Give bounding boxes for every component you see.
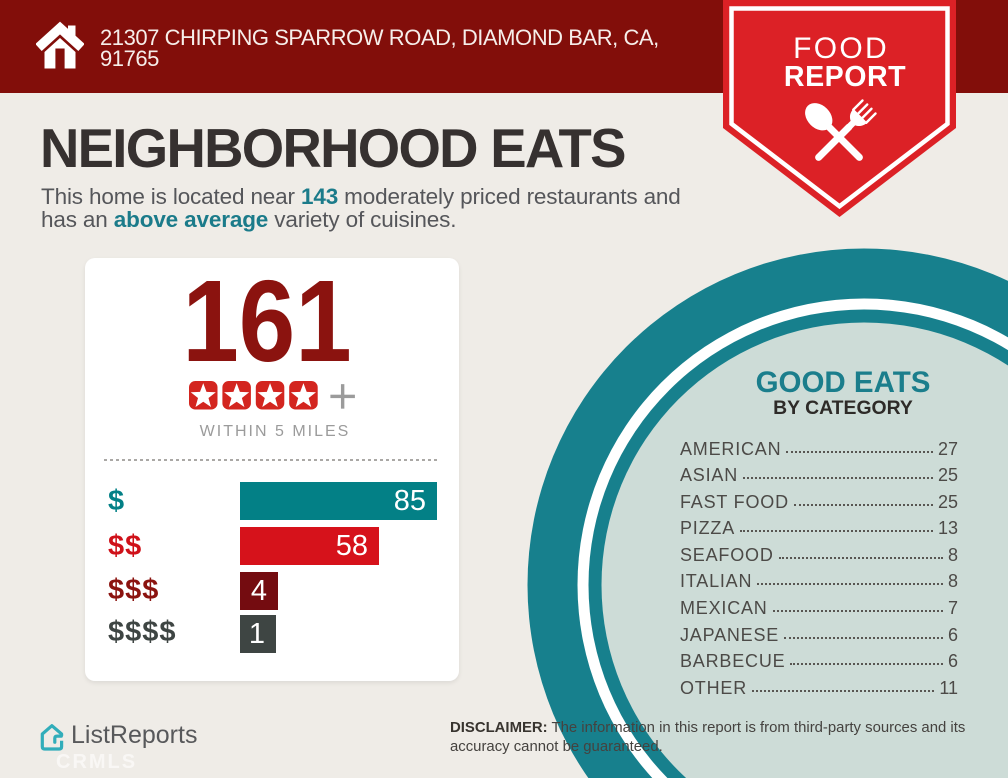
- svg-text:FOOD: FOOD: [793, 32, 889, 65]
- svg-text:REPORT: REPORT: [784, 61, 906, 93]
